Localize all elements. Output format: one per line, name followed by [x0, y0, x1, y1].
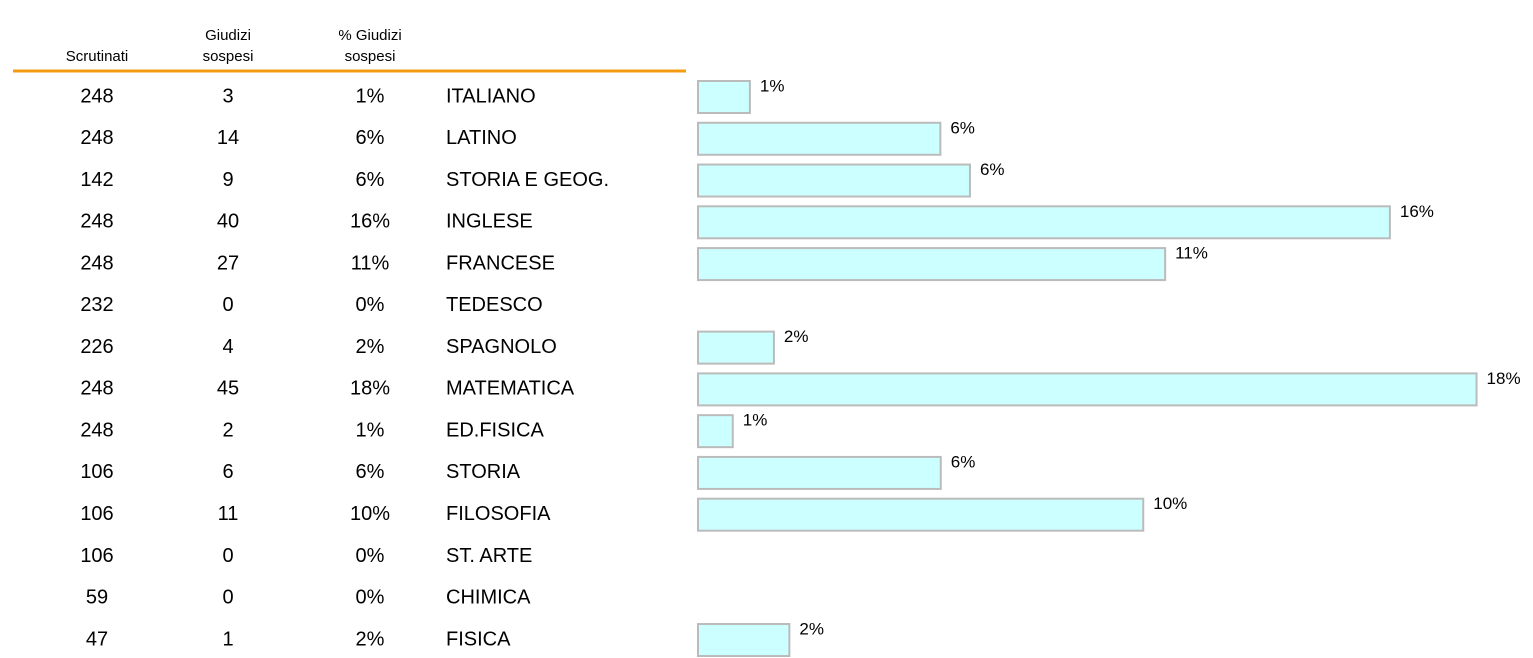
- scrutinati-cell: 59: [86, 587, 108, 609]
- sospesi-cell: 9: [222, 169, 233, 191]
- percent-cell: 2%: [356, 336, 385, 358]
- subject-cell: TEDESCO: [446, 294, 543, 316]
- subject-cell: CHIMICA: [446, 587, 531, 609]
- bar: [697, 163, 971, 198]
- bar-label: 6%: [951, 452, 976, 471]
- bar-label: 10%: [1153, 494, 1187, 513]
- bar: [697, 623, 791, 658]
- percent-cell: 18%: [350, 378, 390, 400]
- bar: [697, 414, 734, 449]
- scrutinati-cell: 248: [80, 419, 113, 441]
- scrutinati-cell: 248: [80, 127, 113, 149]
- bar: [697, 80, 751, 114]
- sospesi-cell: 45: [217, 378, 239, 400]
- subject-cell: ED.FISICA: [446, 419, 544, 441]
- subject-cell: INGLESE: [446, 211, 533, 233]
- subject-cell: STORIA: [446, 461, 521, 483]
- percent-cell: 0%: [356, 545, 385, 567]
- percent-cell: 0%: [356, 294, 385, 316]
- subject-cell: FISICA: [446, 628, 511, 650]
- sospesi-cell: 3: [222, 85, 233, 107]
- scrutinati-cell: 106: [80, 461, 113, 483]
- scrutinati-cell: 226: [80, 336, 113, 358]
- scrutinati-cell: 248: [80, 85, 113, 107]
- subject-cell: SPAGNOLO: [446, 336, 557, 358]
- subject-cell: ITALIANO: [446, 85, 536, 107]
- column-header: % Giudizi: [338, 27, 401, 44]
- percent-cell: 11%: [351, 252, 390, 274]
- percent-cell: 6%: [356, 127, 385, 149]
- bar: [697, 372, 1478, 407]
- percent-cell: 6%: [356, 169, 385, 191]
- percent-cell: 0%: [356, 587, 385, 609]
- scrutinati-cell: 248: [80, 378, 113, 400]
- sospesi-cell: 1: [222, 628, 233, 650]
- sospesi-cell: 2: [222, 419, 233, 441]
- scrutinati-cell: 106: [80, 503, 113, 525]
- scrutinati-cell: 248: [80, 211, 113, 233]
- subject-cell: LATINO: [446, 127, 517, 149]
- sospesi-cell: 27: [217, 252, 239, 274]
- scrutinati-cell: 47: [86, 628, 108, 650]
- column-header: sospesi: [345, 48, 396, 65]
- subject-cell: MATEMATICA: [446, 378, 575, 400]
- bar-label: 11%: [1175, 244, 1208, 263]
- subject-cell: FRANCESE: [446, 252, 555, 274]
- bar-label: 2%: [799, 619, 824, 638]
- bar-label: 16%: [1400, 202, 1434, 221]
- percent-cell: 1%: [356, 419, 385, 441]
- percent-cell: 6%: [356, 461, 385, 483]
- sospesi-cell: 11: [218, 503, 239, 525]
- percent-cell: 2%: [356, 628, 385, 650]
- scrutinati-cell: 232: [80, 294, 113, 316]
- percent-cell: 16%: [350, 211, 390, 233]
- sospesi-cell: 4: [222, 336, 233, 358]
- sospesi-cell: 0: [222, 294, 233, 316]
- sospesi-cell: 40: [217, 211, 239, 233]
- bar: [697, 455, 942, 490]
- sospesi-cell: 6: [222, 461, 233, 483]
- bar: [697, 497, 1145, 532]
- bar: [697, 205, 1391, 240]
- column-header: sospesi: [203, 48, 254, 65]
- sospesi-cell: 14: [217, 127, 239, 149]
- scrutinati-cell: 248: [80, 252, 113, 274]
- bar: [697, 330, 775, 365]
- bar-label: 6%: [950, 118, 975, 137]
- column-header: Giudizi: [205, 27, 251, 44]
- percent-cell: 10%: [350, 503, 390, 525]
- subject-cell: FILOSOFIA: [446, 503, 551, 525]
- bar: [697, 247, 1167, 282]
- scrutinati-cell: 106: [80, 545, 113, 567]
- sospesi-cell: 0: [222, 587, 233, 609]
- bar-label: 2%: [784, 327, 809, 346]
- subject-cell: STORIA E GEOG.: [446, 169, 609, 191]
- bar-label: 1%: [760, 76, 785, 95]
- scrutinati-cell: 142: [80, 169, 113, 191]
- column-header: Scrutinati: [66, 48, 129, 65]
- subject-cell: ST. ARTE: [446, 545, 532, 567]
- bar-label: 18%: [1487, 369, 1521, 388]
- bar-label: 6%: [980, 160, 1005, 179]
- percent-cell: 1%: [356, 85, 385, 107]
- bar-label: 1%: [743, 411, 768, 430]
- bar: [697, 121, 942, 156]
- sospesi-cell: 0: [222, 545, 233, 567]
